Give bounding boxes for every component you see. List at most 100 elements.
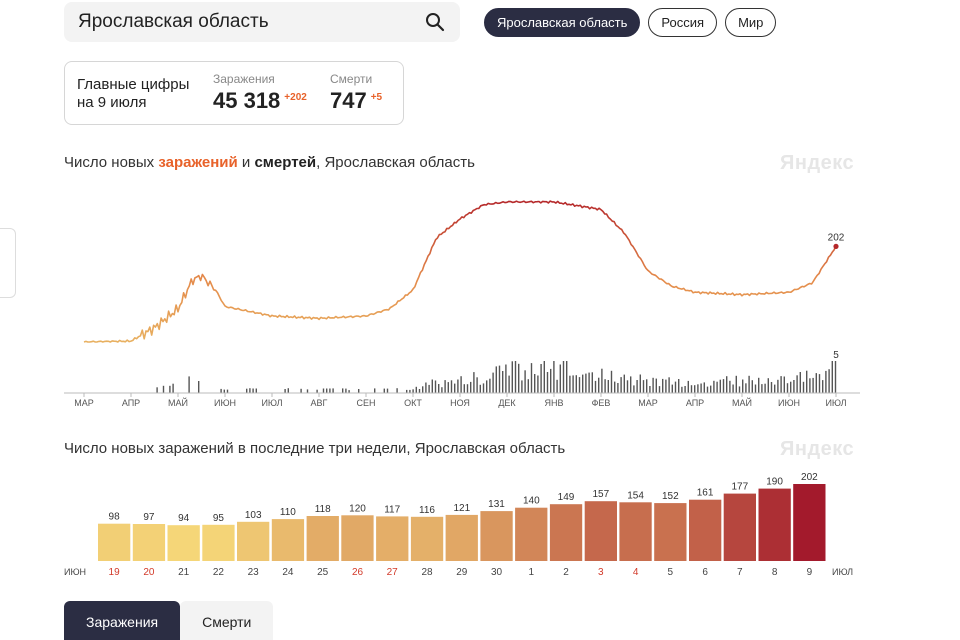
day-bar-value-28: 116 (419, 505, 435, 516)
day-label-1: 1 (529, 567, 535, 578)
infections-last-label: 202 (828, 232, 845, 243)
death-bar-17 (316, 389, 318, 393)
day-bar-value-22: 95 (213, 513, 225, 524)
side-panel-handle[interactable] (0, 228, 16, 298)
death-bar-22 (342, 388, 344, 393)
month-tick-label-15: ИЮН (778, 398, 800, 408)
death-bar-32 (412, 389, 414, 393)
death-bar-164 (834, 361, 837, 393)
month-tick-label-6: СЕН (356, 398, 375, 408)
death-bar-83 (575, 375, 577, 393)
death-bar-135 (742, 379, 744, 393)
day-label-27: 27 (387, 567, 399, 578)
month-tick-label-5: АВГ (311, 398, 328, 408)
death-bar-31 (409, 389, 411, 393)
death-bar-20 (329, 388, 331, 393)
month-tick-label-16: ИЮЛ (825, 398, 846, 408)
day-bar-27 (376, 516, 409, 561)
death-bar-137 (748, 375, 750, 393)
tab-deaths[interactable]: Смерти (180, 601, 274, 640)
tab-russia[interactable]: Россия (648, 8, 718, 37)
day-bar-value-27: 117 (384, 504, 400, 515)
search-box[interactable]: Ярославская область (64, 2, 460, 42)
death-bar-80 (566, 361, 568, 393)
death-bar-29 (396, 388, 398, 393)
day-label-19: 19 (109, 567, 121, 578)
tab-yaroslavl-region[interactable]: Ярославская область (484, 8, 641, 37)
death-bar-159 (818, 374, 821, 393)
death-bar-72 (540, 364, 542, 393)
death-bar-51 (473, 372, 475, 393)
death-bar-70 (534, 374, 536, 393)
death-bar-81 (569, 375, 571, 393)
infections-delta: +202 (284, 92, 307, 103)
day-bar-value-9: 202 (801, 472, 818, 483)
death-bar-5 (198, 381, 200, 393)
death-bar-126 (713, 380, 715, 393)
death-bar-73 (543, 361, 545, 393)
infections-label: Заражения (213, 72, 275, 86)
deaths-delta: +5 (370, 92, 383, 103)
chart1-title: Число новых заражений и смертей, Ярослав… (64, 154, 475, 171)
day-bar-24 (271, 519, 305, 561)
death-bar-131 (729, 380, 731, 393)
day-label-21: 21 (178, 567, 190, 578)
day-label-25: 25 (317, 567, 329, 578)
death-bar-156 (809, 378, 811, 393)
death-bar-151 (793, 380, 795, 393)
death-bar-12 (255, 388, 257, 393)
death-bar-35 (422, 386, 424, 393)
infections-value: 45 318 (213, 88, 281, 113)
death-bar-9 (246, 388, 248, 393)
death-bar-160 (822, 380, 824, 393)
day-label-3: 3 (598, 567, 604, 578)
death-bar-163 (831, 361, 833, 393)
death-bar-98 (623, 374, 625, 393)
yandex-watermark-2: Яндекс (780, 438, 855, 460)
day-bar-value-5: 152 (662, 491, 679, 502)
month-label-end: ИЮЛ (832, 567, 853, 577)
day-label-23: 23 (248, 567, 260, 578)
death-bar-60 (502, 371, 504, 393)
death-bar-1 (162, 385, 165, 393)
search-icon[interactable] (424, 11, 446, 33)
day-bar-value-2: 149 (558, 492, 575, 503)
death-bar-28 (386, 388, 389, 393)
death-bar-3 (172, 383, 174, 393)
death-bar-13 (284, 389, 286, 393)
death-bar-55 (486, 380, 488, 393)
day-label-5: 5 (668, 567, 674, 578)
death-bar-4 (188, 376, 190, 393)
day-bar-value-6: 161 (697, 488, 714, 499)
month-tick-label-12: МАР (638, 398, 658, 408)
death-bar-144 (770, 382, 773, 393)
death-bar-23 (345, 388, 347, 393)
death-bar-58 (495, 366, 497, 393)
death-bar-128 (719, 379, 721, 393)
death-bar-77 (556, 379, 558, 393)
death-bar-147 (780, 376, 782, 393)
death-bar-96 (617, 383, 619, 393)
death-bar-130 (726, 376, 728, 393)
death-bar-48 (463, 384, 465, 393)
death-bar-123 (703, 382, 705, 393)
death-bar-24 (348, 390, 350, 393)
death-bar-102 (636, 380, 638, 393)
death-bar-140 (758, 377, 760, 393)
death-bar-109 (658, 386, 661, 393)
death-bar-132 (732, 384, 734, 393)
chart2-bars: 9819972094219522103231102411825120261172… (64, 472, 853, 578)
death-bar-152 (796, 375, 798, 393)
death-bar-30 (406, 389, 408, 393)
day-label-26: 26 (352, 567, 364, 578)
month-label-start: ИЮН (64, 567, 86, 577)
tab-world[interactable]: Мир (725, 8, 777, 37)
tab-infections[interactable]: Заражения (64, 601, 181, 640)
day-label-28: 28 (421, 567, 433, 578)
chart1-month-ticks: МАР АПР МАЙ ИЮН ИЮЛ АВГ СЕН ОКТ НОЯ ДЕК ЯНВ ФЕВ МАР А… (74, 393, 847, 408)
death-bar-47 (460, 376, 462, 393)
death-bar-99 (626, 380, 629, 393)
death-bar-149 (786, 383, 789, 393)
deaths-label: Смерти (330, 72, 373, 86)
search-input[interactable]: Ярославская область (78, 11, 269, 32)
